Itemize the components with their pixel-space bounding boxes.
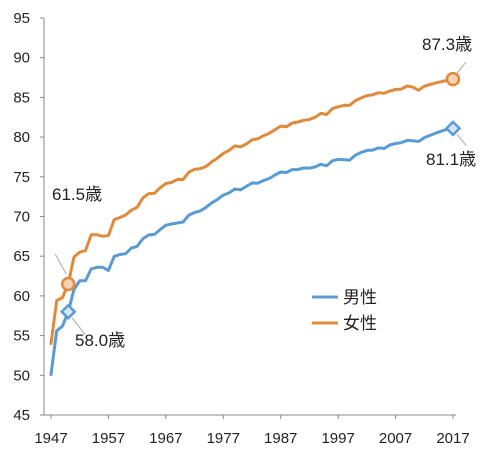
y-tick-label: 75: [13, 169, 30, 186]
data-label: 87.3歳: [422, 35, 472, 54]
x-tick-label: 1967: [149, 430, 182, 447]
data-label: 81.1歳: [426, 150, 476, 169]
male-series-line: [49, 126, 455, 376]
x-tick-label: 1977: [207, 430, 240, 447]
x-tick-label: 1957: [92, 430, 125, 447]
x-tick-group: 1947 1957 1967 1977 1987 1997 2007 2017: [34, 415, 470, 447]
y-tick-label: 55: [13, 328, 30, 345]
y-tick-label: 90: [13, 50, 30, 67]
y-tick-label: 95: [13, 10, 30, 27]
legend: 男性 女性: [312, 288, 377, 333]
y-tick-label: 50: [13, 367, 30, 384]
legend-female-label: 女性: [343, 314, 377, 333]
annotation-group: 61.5歳 58.0歳 87.3歳 81.1歳: [52, 35, 476, 350]
female-series-line: [49, 77, 455, 345]
series-lines: [49, 77, 455, 376]
x-tick-label: 2007: [379, 430, 412, 447]
y-tick-label: 70: [13, 209, 30, 226]
annotation-leader-line: [71, 317, 86, 336]
axes: [43, 18, 456, 416]
y-tick-label: 80: [13, 129, 30, 146]
y-tick-group: 50 55 60 65 70 75 80 85 90 95 45: [13, 10, 44, 424]
y-tick-label: 85: [13, 89, 30, 106]
data-label: 61.5歳: [52, 185, 102, 204]
annotation-leader-line: [456, 134, 467, 146]
y-tick-label: 60: [13, 288, 30, 305]
x-tick-label: 1947: [34, 430, 67, 447]
female-data-marker: [60, 276, 76, 292]
x-tick-label: 2017: [436, 430, 469, 447]
female-data-marker: [445, 71, 461, 87]
male-data-marker: [444, 120, 462, 137]
data-label: 58.0歳: [75, 331, 125, 350]
y-tick-label: 65: [13, 248, 30, 265]
y-tick-label: 45: [13, 407, 30, 424]
male-data-marker: [59, 303, 77, 321]
annotation-leader-line: [456, 61, 467, 74]
annotation-leader-line: [54, 253, 67, 275]
x-tick-label: 1997: [321, 430, 354, 447]
legend-male-label: 男性: [343, 288, 377, 307]
x-tick-label: 1987: [264, 430, 297, 447]
